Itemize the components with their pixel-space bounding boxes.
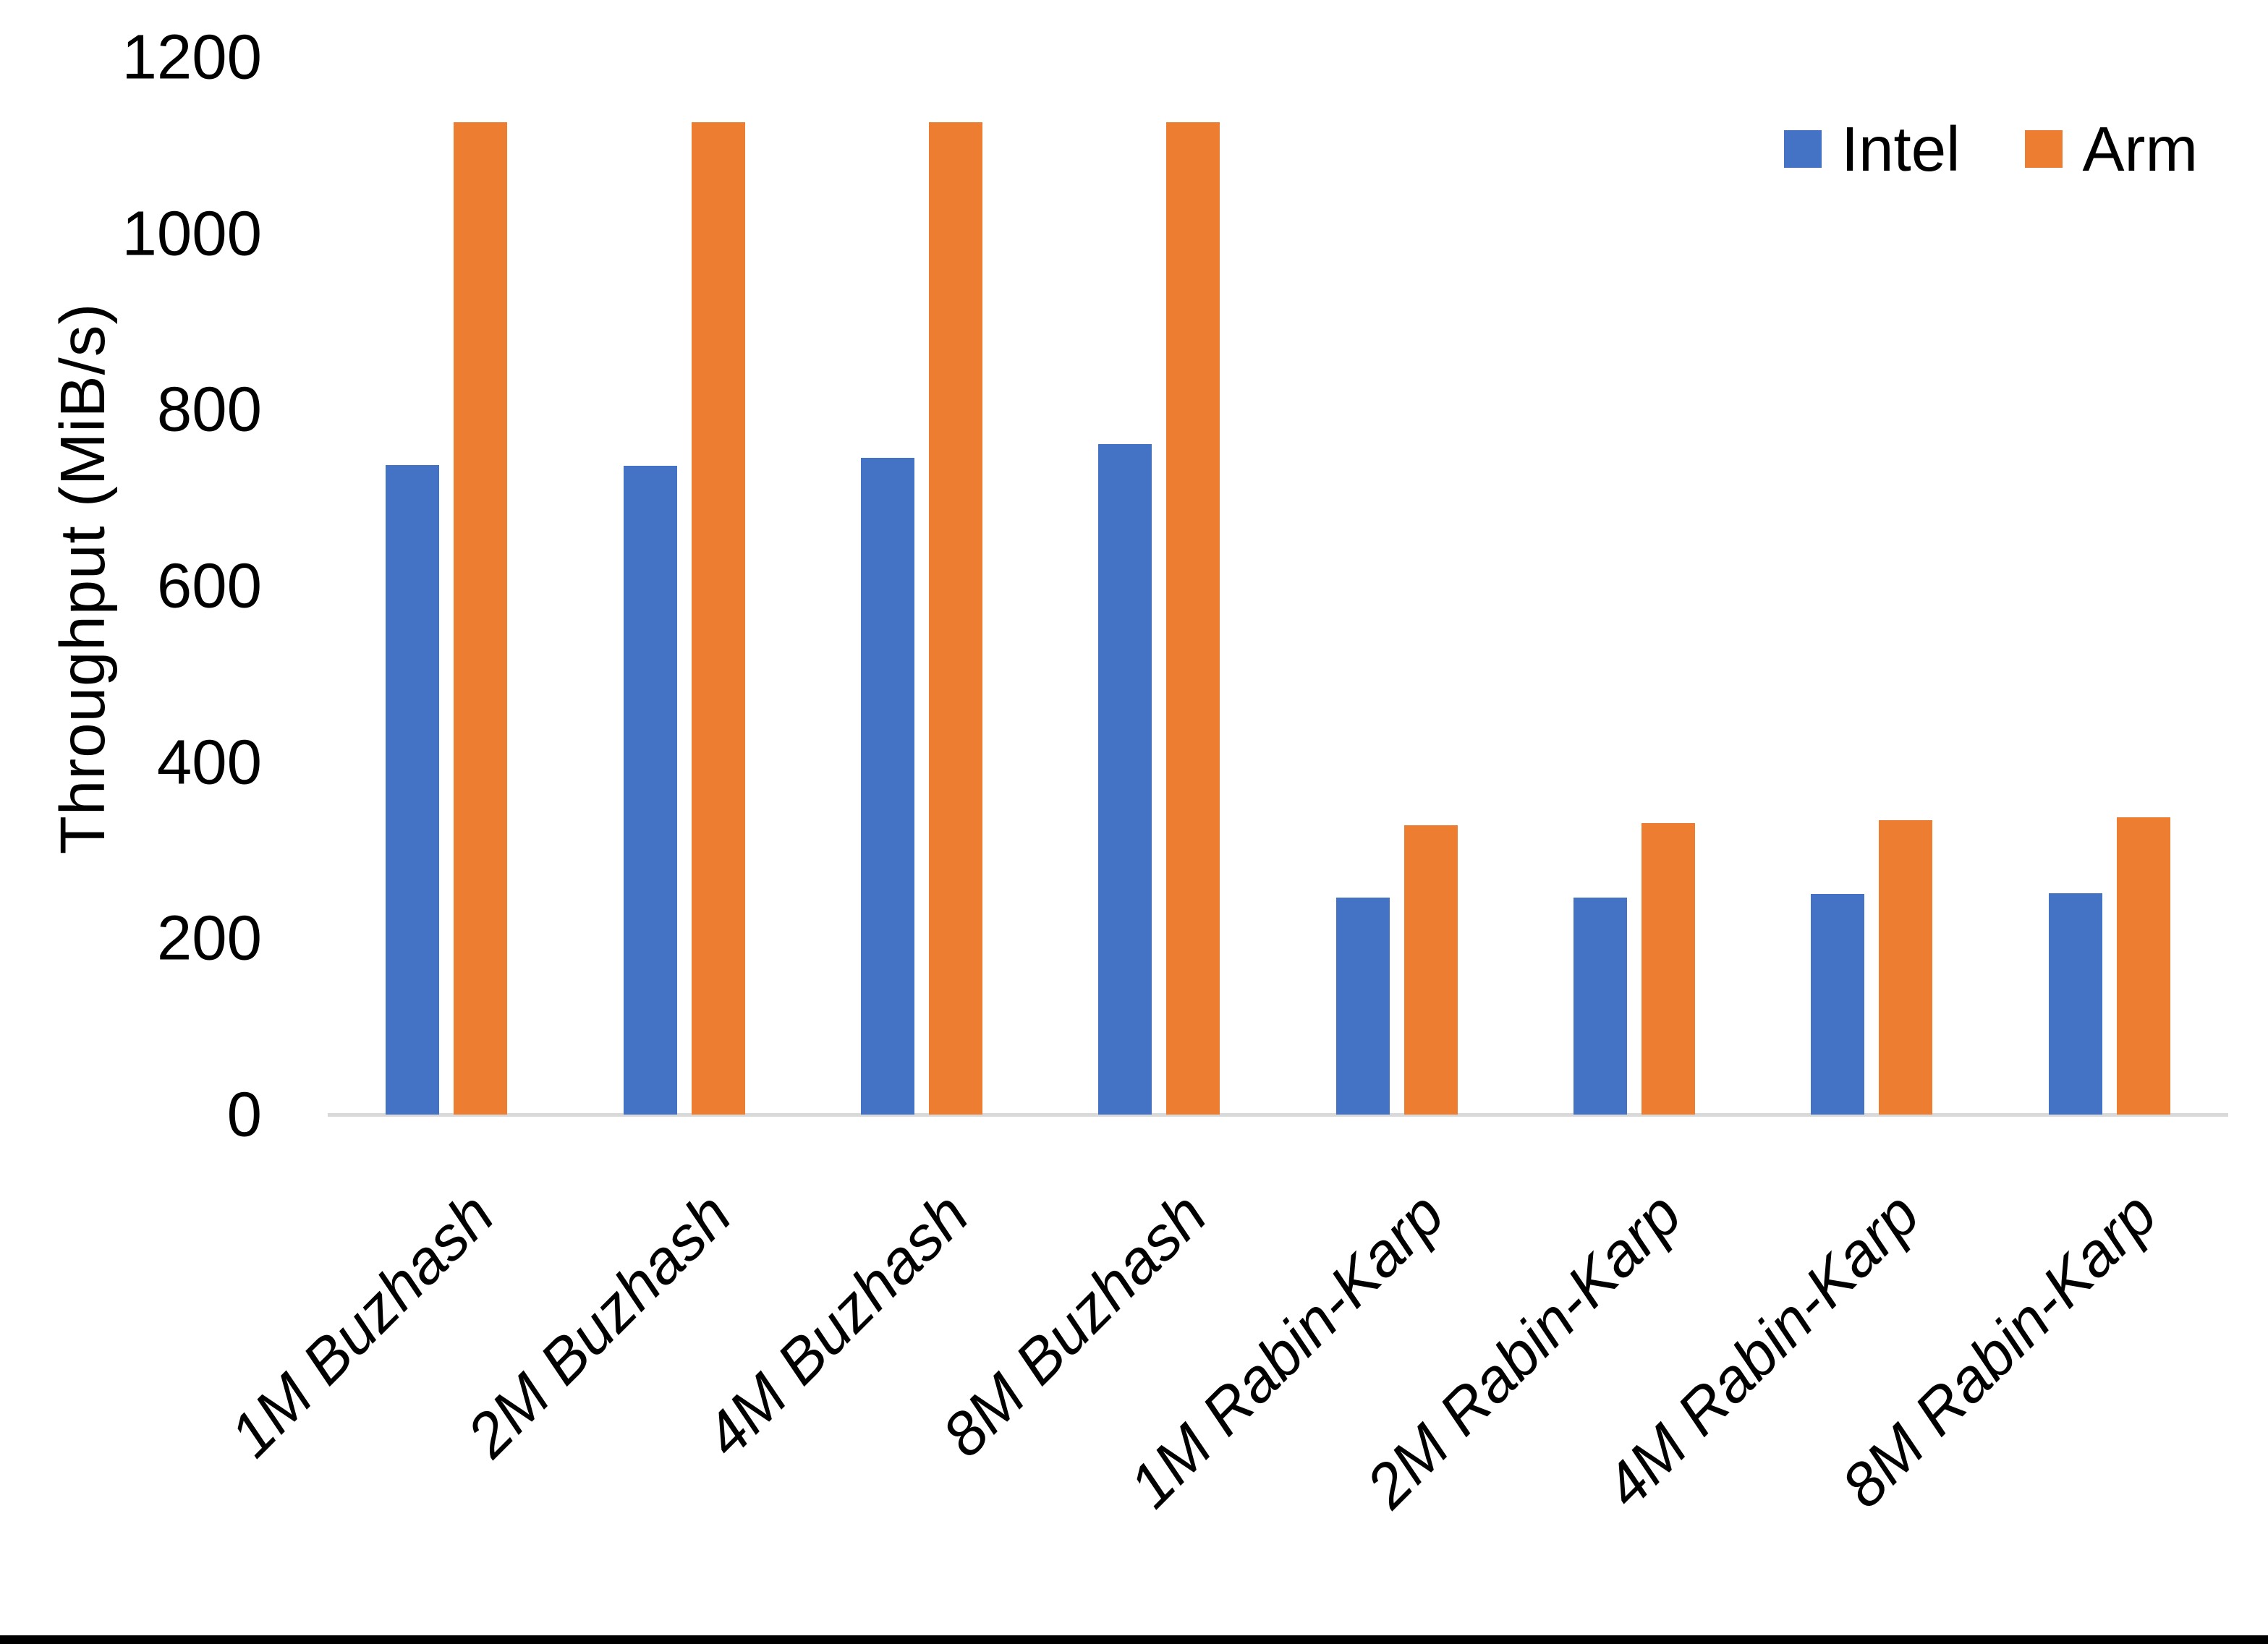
legend-swatch-arm xyxy=(2025,130,2063,168)
legend: Intel Arm xyxy=(1784,110,2198,188)
bar-intel-8m-rabin-karp xyxy=(2048,893,2102,1115)
y-tick-label: 1200 xyxy=(122,22,262,93)
y-tick-label: 0 xyxy=(226,1079,262,1150)
bar-intel-4m-rabin-karp xyxy=(1811,894,1865,1115)
y-tick-label: 200 xyxy=(156,903,262,974)
bar-intel-4m-buzhash xyxy=(860,458,914,1115)
bar-arm-8m-buzhash xyxy=(1166,122,1220,1115)
bar-arm-2m-buzhash xyxy=(691,122,745,1115)
bar-intel-2m-buzhash xyxy=(623,466,677,1115)
bar-arm-1m-buzhash xyxy=(454,122,508,1115)
legend-label-intel: Intel xyxy=(1841,114,1961,184)
legend-label-arm: Arm xyxy=(2082,114,2198,184)
x-axis-line xyxy=(328,1113,2228,1117)
legend-item-intel: Intel xyxy=(1784,118,1960,181)
legend-item-arm: Arm xyxy=(2025,114,2198,184)
bar-arm-8m-rabin-karp xyxy=(2116,817,2170,1115)
bar-intel-2m-rabin-karp xyxy=(1573,898,1628,1115)
bar-arm-2m-rabin-karp xyxy=(1641,822,1696,1115)
bar-arm-4m-buzhash xyxy=(928,122,982,1115)
bar-arm-4m-rabin-karp xyxy=(1879,820,1933,1115)
legend-swatch-intel xyxy=(1784,130,1822,168)
y-tick-label: 600 xyxy=(156,550,262,621)
bar-intel-1m-rabin-karp xyxy=(1335,898,1390,1115)
y-tick-label: 800 xyxy=(156,374,262,445)
screenshot-bottom-border xyxy=(0,1635,2268,1644)
y-tick-label: 1000 xyxy=(122,198,262,269)
bar-arm-1m-rabin-karp xyxy=(1403,825,1458,1115)
y-tick-label: 400 xyxy=(156,727,262,798)
bar-intel-8m-buzhash xyxy=(1098,443,1152,1115)
bar-intel-1m-buzhash xyxy=(386,465,440,1115)
